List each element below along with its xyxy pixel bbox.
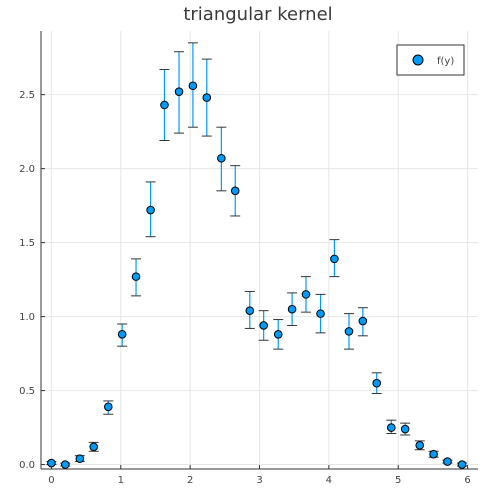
- data-point: [330, 254, 339, 264]
- y-tick-label: 1.5: [19, 238, 35, 249]
- data-point: [273, 330, 283, 339]
- data-point: [174, 87, 184, 96]
- x-ticks: 0 1 2 3 4 5 6: [48, 465, 471, 486]
- data-point: [89, 442, 99, 452]
- data-point: [188, 81, 198, 91]
- legend-marker: [412, 54, 424, 66]
- x-tick-label: 1: [118, 475, 124, 486]
- chart-title: triangular kernel: [183, 4, 332, 25]
- y-ticks: 0.0 0.5 1.0 1.5 2.0 2.5: [19, 90, 45, 471]
- legend: f(y): [396, 44, 465, 76]
- data-point: [358, 316, 368, 326]
- data-point: [245, 306, 255, 315]
- data-point: [457, 460, 467, 469]
- data-point: [217, 153, 226, 163]
- data-point: [230, 186, 240, 196]
- grid: [41, 31, 478, 469]
- x-tick-label: 4: [326, 475, 332, 486]
- data-point: [146, 205, 155, 215]
- y-tick-label: 0.0: [19, 460, 35, 471]
- y-tick-label: 2.5: [19, 90, 35, 101]
- data-point: [287, 304, 297, 314]
- data-point: [386, 423, 396, 432]
- data-point: [60, 460, 70, 469]
- data-point: [301, 290, 311, 299]
- x-tick-label: 3: [256, 475, 262, 486]
- legend-label-f-y: f(y): [437, 56, 454, 67]
- data-point: [117, 330, 127, 339]
- error-bars: [46, 42, 468, 467]
- data-point: [429, 449, 438, 459]
- data-point: [443, 457, 452, 466]
- data-point: [202, 93, 212, 102]
- x-tick-label: 5: [395, 475, 401, 486]
- x-tick-label: 2: [187, 475, 193, 486]
- data-point: [344, 327, 354, 336]
- data-point: [400, 424, 410, 434]
- data-points: [47, 81, 467, 469]
- data-point: [259, 321, 268, 330]
- data-point: [415, 441, 425, 450]
- y-tick-label: 1.0: [19, 312, 35, 323]
- x-tick-label: 6: [464, 475, 470, 486]
- data-point: [160, 100, 169, 110]
- data-point: [75, 454, 85, 463]
- legend-box: [396, 44, 465, 76]
- data-point: [131, 272, 141, 281]
- data-point: [372, 378, 382, 388]
- y-tick-label: 0.5: [19, 386, 35, 397]
- x-tick-label: 0: [48, 475, 54, 486]
- data-point: [47, 458, 56, 468]
- y-tick-label: 2.0: [19, 164, 35, 175]
- data-point: [316, 309, 325, 318]
- data-point: [103, 402, 113, 412]
